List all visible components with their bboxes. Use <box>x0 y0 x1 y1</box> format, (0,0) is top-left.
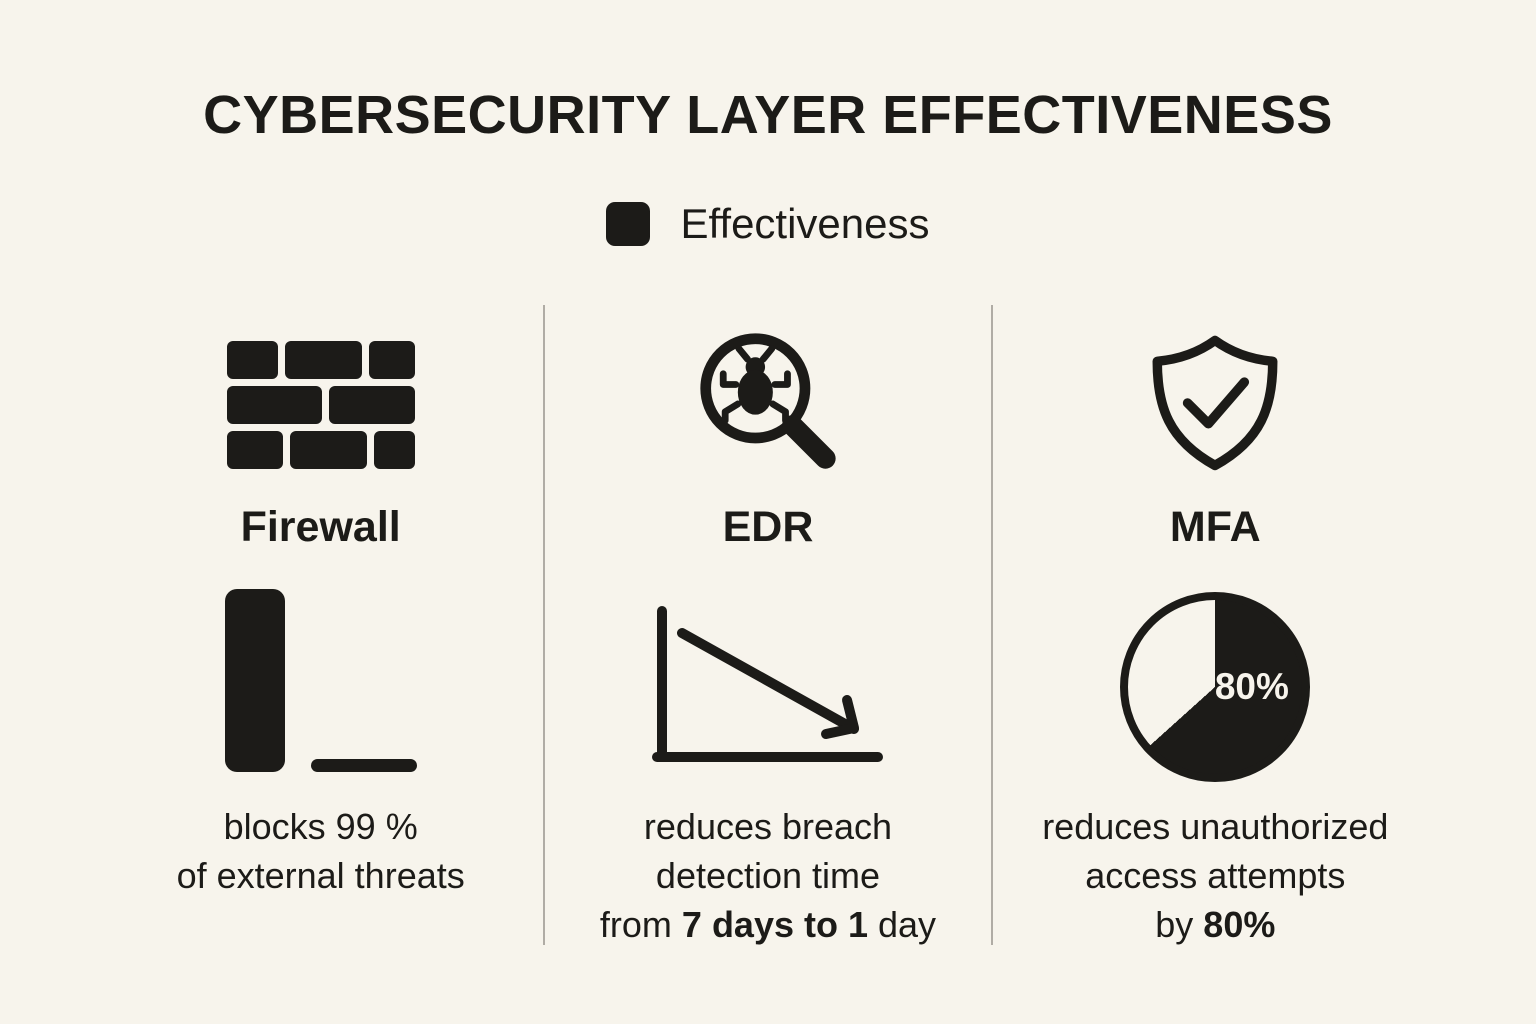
firewall-bar-chart <box>224 589 417 777</box>
page-title: CYBERSECURITY LAYER EFFECTIVENESS <box>203 85 1333 145</box>
legend-swatch-icon <box>606 202 651 246</box>
firewall-wall-icon <box>226 341 415 469</box>
edr-chart-slot <box>545 583 990 788</box>
mfa-chart-slot: 80% <box>993 583 1438 788</box>
edr-icon-slot <box>545 325 990 475</box>
mfa-description: reduces unauthorized access attempts by 80… <box>1042 806 1389 945</box>
column-label-firewall: Firewall <box>240 503 401 551</box>
legend: Effectiveness <box>0 200 1536 248</box>
edr-description: reduces breach detection time from 7 days … <box>599 806 937 945</box>
bar-not-blocked <box>310 759 417 772</box>
pie-value-label: 80% <box>1214 666 1289 707</box>
firewall-chart-slot <box>98 583 543 788</box>
column-firewall: Firewall blocks 99 % of external threats <box>98 305 543 945</box>
bar-blocked <box>224 589 285 772</box>
shield-check-icon <box>1152 335 1278 471</box>
column-mfa: MFA 80% reduces unauthorized access attem… <box>990 305 1438 945</box>
mfa-pie-chart: 80% <box>1120 592 1311 782</box>
column-label-mfa: MFA <box>1169 503 1261 551</box>
firewall-icon-slot <box>98 325 543 475</box>
legend-label: Effectiveness <box>680 200 930 247</box>
bug-magnifier-icon <box>700 333 836 469</box>
columns-container: Firewall blocks 99 % of external threats <box>98 305 1438 945</box>
mfa-icon-slot <box>993 325 1438 475</box>
firewall-description: blocks 99 % of external threats <box>176 806 465 896</box>
column-label-edr: EDR <box>722 503 814 551</box>
column-edr: EDR reduces breach detection time from 7 d… <box>543 305 990 945</box>
declining-trend-chart <box>651 606 883 762</box>
